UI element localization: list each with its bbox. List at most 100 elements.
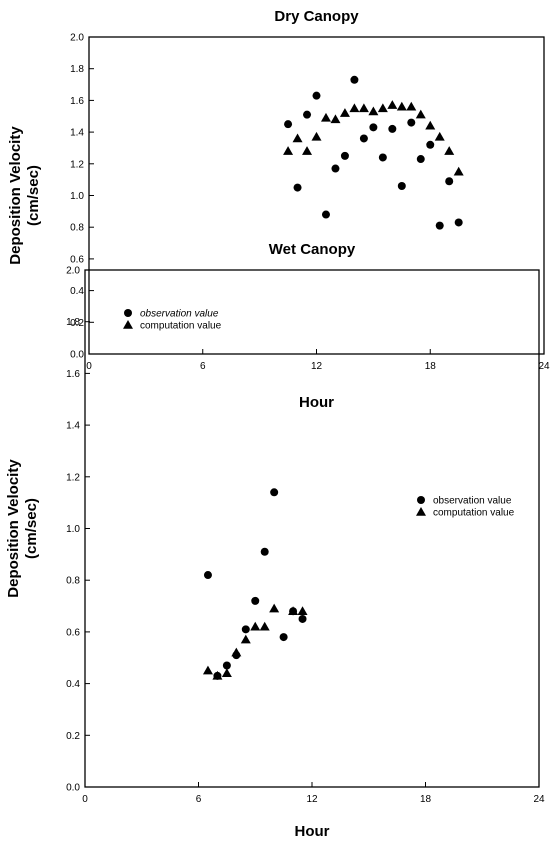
y-tick-label: 1.6 <box>66 369 80 380</box>
computation-point <box>330 114 341 124</box>
observation-point <box>203 571 212 580</box>
computation-point <box>387 100 398 109</box>
x-tick-label: 6 <box>196 794 202 805</box>
series-1 <box>284 75 463 230</box>
x-tick-label: 0 <box>86 361 92 372</box>
observation-point <box>279 633 288 642</box>
legend-marker <box>124 309 132 317</box>
computation-point <box>415 109 426 119</box>
computation-point <box>302 146 313 155</box>
observation-point <box>303 110 312 119</box>
legend-label: computation value <box>140 321 222 332</box>
observation-point <box>321 210 330 219</box>
observation-point <box>445 177 454 186</box>
computation-point <box>297 606 308 615</box>
plot-frame <box>88 36 545 355</box>
observation-point <box>454 218 463 227</box>
observation-point <box>416 155 425 164</box>
y-tick-label: 1.2 <box>70 159 84 170</box>
y-tick-label: 1.6 <box>70 96 84 107</box>
computation-point <box>283 146 294 155</box>
series-1 <box>203 488 307 680</box>
computation-point <box>349 103 360 113</box>
observation-point <box>369 123 378 132</box>
legend-label: computation value <box>433 508 515 519</box>
x-axis-title: Hour <box>299 394 334 411</box>
computation-point <box>396 101 407 111</box>
x-tick-label: 24 <box>533 794 545 805</box>
computation-point <box>320 112 331 122</box>
y-tick-label: 1.2 <box>66 472 80 483</box>
observation-point <box>340 151 349 160</box>
x-tick-label: 24 <box>538 361 550 372</box>
y-tick-label: 0.8 <box>70 223 84 234</box>
y-axis-title: Deposition Velocity <box>5 459 22 598</box>
computation-point <box>231 647 242 657</box>
y-tick-label: 0.2 <box>66 731 80 742</box>
y-tick-label: 0.4 <box>66 679 80 690</box>
observation-point <box>435 221 444 230</box>
computation-point <box>377 103 388 113</box>
legend-marker <box>123 320 133 329</box>
observation-point <box>293 183 302 192</box>
observation-point <box>312 91 321 100</box>
x-tick-label: 0 <box>82 794 88 805</box>
legend-marker <box>417 496 425 504</box>
computation-point <box>292 133 303 143</box>
x-tick-label: 18 <box>425 361 437 372</box>
y-tick-label: 1.8 <box>66 317 80 328</box>
y-tick-label: 0.8 <box>66 576 80 587</box>
computation-point <box>425 120 436 130</box>
y-axis-title: Deposition Velocity <box>7 126 24 265</box>
observation-point <box>350 75 359 84</box>
y-tick-label: 1.4 <box>70 128 84 139</box>
y-tick-label: 1.0 <box>66 524 80 535</box>
legend-label: observation value <box>433 496 512 507</box>
computation-point <box>212 670 223 680</box>
observation-point <box>388 124 397 133</box>
y-tick-label: 1.8 <box>70 64 84 75</box>
y-tick-label: 0.0 <box>66 783 80 794</box>
computation-point <box>368 106 379 116</box>
x-axis-title: Hour <box>295 823 330 840</box>
computation-point <box>250 621 261 631</box>
y-tick-label: 2.0 <box>66 266 80 277</box>
chart-title: Dry Canopy <box>274 8 359 25</box>
y-tick-label: 2.0 <box>70 33 84 44</box>
observation-point <box>407 118 416 127</box>
computation-point <box>406 101 417 111</box>
y-tick-label: 0.0 <box>70 350 84 361</box>
y-axis-title-unit: (cm/sec) <box>25 165 42 226</box>
computation-point <box>358 103 369 113</box>
legend-marker <box>416 507 426 516</box>
computation-point <box>269 603 280 613</box>
observation-point <box>298 614 307 623</box>
computation-point <box>221 668 232 678</box>
x-tick-label: 6 <box>200 361 206 372</box>
y-axis-title-unit: (cm/sec) <box>23 498 40 559</box>
computation-point <box>288 606 299 615</box>
y-tick-label: 0.6 <box>66 627 80 638</box>
y-tick-label: 0.4 <box>70 286 84 297</box>
x-tick-label: 18 <box>420 794 432 805</box>
computation-point <box>453 166 464 176</box>
x-tick-label: 12 <box>311 361 323 372</box>
x-tick-label: 12 <box>306 794 318 805</box>
observation-point <box>260 547 269 556</box>
y-tick-label: 0.2 <box>70 318 84 329</box>
y-tick-label: 1.4 <box>66 421 80 432</box>
series-2 <box>283 100 464 176</box>
observation-point <box>270 488 279 497</box>
y-tick-label: 0.6 <box>70 254 84 265</box>
computation-point <box>434 131 445 141</box>
computation-point <box>202 665 213 675</box>
plot-frame <box>84 269 540 788</box>
chart-panel-1: Dry Canopy 0.0 0.2 0.4 0.6 0.8 1.0 1.2 1.4 1.6 1.8… <box>7 8 550 411</box>
observation-point <box>241 625 250 634</box>
observation-point <box>359 134 368 143</box>
observation-point <box>331 164 340 173</box>
chart-panel-2: Wet Canopy 0.0 0.2 0.4 0.6 0.8 1.0 1.2 1.4 1.6 1.8… <box>5 241 545 840</box>
